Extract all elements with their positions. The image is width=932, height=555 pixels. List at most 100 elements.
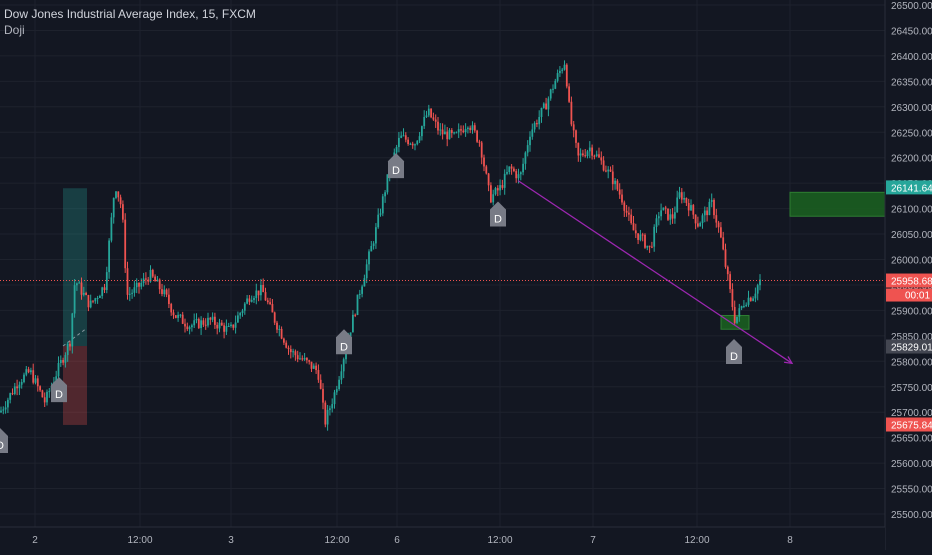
candle-body	[473, 125, 476, 131]
candle-body	[614, 180, 616, 185]
candle-body	[39, 386, 41, 391]
doji-marker[interactable]	[726, 338, 742, 364]
candle-body	[207, 317, 209, 326]
candle-body	[404, 135, 407, 140]
candle-body	[315, 365, 317, 371]
candle-body	[533, 123, 536, 130]
candle-body	[446, 131, 449, 140]
candle-body	[200, 320, 202, 329]
doji-marker[interactable]	[336, 329, 352, 355]
green-zone-rectangle[interactable]	[789, 191, 887, 217]
candle-body	[149, 269, 152, 282]
candle-body	[172, 312, 175, 316]
position-target-zone[interactable]	[63, 188, 87, 347]
price-tag-level-2-bg	[886, 339, 932, 354]
candle-body	[48, 391, 51, 393]
candle-body	[439, 129, 442, 131]
price-tick-label: 26400.00	[891, 52, 932, 63]
candle-body	[372, 243, 375, 247]
candle-body	[687, 202, 690, 211]
candle-body	[591, 147, 593, 156]
doji-marker[interactable]	[490, 201, 506, 227]
candle-body	[105, 272, 108, 291]
candle-body	[262, 284, 265, 293]
candle-body	[418, 136, 421, 141]
candle-body	[565, 64, 568, 87]
candle-body	[651, 246, 653, 248]
candle-body	[89, 300, 92, 308]
candle-body	[349, 332, 352, 339]
candle-body	[538, 116, 541, 125]
candle-body	[78, 282, 81, 284]
candle-body	[232, 324, 235, 328]
countdown-label: 00:01	[905, 291, 930, 302]
candle-body	[701, 215, 704, 223]
candle-body	[85, 292, 87, 295]
candle-body	[568, 86, 570, 102]
candle-body	[407, 139, 409, 145]
candle-body	[16, 386, 18, 389]
symbol-title[interactable]: Dow Jones Industrial Average Index, 15, …	[4, 7, 256, 21]
candle-body	[179, 314, 182, 316]
candle-body	[425, 115, 428, 118]
candle-body	[669, 214, 672, 220]
candle-body	[506, 172, 508, 174]
candle-body	[690, 205, 692, 211]
candle-body	[165, 289, 168, 295]
candle-body	[41, 390, 44, 398]
candle-body	[287, 347, 290, 350]
candle-body	[319, 379, 322, 389]
candle-body	[540, 107, 543, 117]
doji-marker[interactable]	[51, 377, 67, 403]
time-tick-label: 8	[787, 535, 793, 546]
candle-body	[310, 361, 313, 369]
candle-body	[409, 143, 412, 145]
candle-body	[375, 227, 377, 244]
candle-body	[211, 316, 214, 320]
candle-body	[43, 397, 46, 403]
time-axis[interactable]	[0, 527, 885, 550]
candle-body	[191, 325, 193, 328]
candle-body	[582, 153, 584, 156]
candle-body	[170, 303, 173, 313]
price-tick-label: 26250.00	[891, 128, 932, 139]
candle-body	[377, 214, 380, 228]
time-tick-label: 12:00	[127, 535, 152, 546]
candle-body	[280, 328, 283, 339]
candle-body	[69, 343, 71, 347]
candle-body	[370, 246, 373, 252]
candle-body	[745, 304, 748, 307]
candle-body	[448, 130, 451, 140]
price-tick-label: 26050.00	[891, 230, 932, 241]
indicator-name[interactable]: Doji	[4, 23, 25, 37]
candle-body	[605, 170, 607, 172]
chart-legend: Dow Jones Industrial Average Index, 15, …	[4, 6, 256, 38]
candle-body	[588, 147, 591, 152]
candle-body	[324, 402, 327, 425]
candle-body	[561, 69, 564, 71]
candle-body	[490, 185, 492, 203]
candle-body	[586, 151, 589, 157]
doji-marker[interactable]	[388, 153, 404, 179]
candle-body	[184, 323, 186, 327]
candle-body	[161, 289, 163, 295]
trendline[interactable]	[517, 180, 793, 364]
doji-marker[interactable]	[0, 428, 8, 454]
candle-body	[326, 409, 329, 425]
candle-body	[759, 279, 761, 286]
candle-body	[414, 144, 416, 146]
candle-body	[299, 358, 301, 360]
candle-body	[329, 408, 331, 410]
candle-body	[239, 313, 242, 316]
candle-body	[671, 214, 674, 219]
time-tick-label: 7	[590, 535, 596, 546]
candle-body	[699, 222, 702, 227]
candle-body	[708, 201, 711, 216]
candle-body	[480, 142, 483, 158]
candle-body	[188, 327, 191, 330]
candle-body	[694, 214, 697, 224]
time-tick-label: 12:00	[684, 535, 709, 546]
candle-body	[365, 264, 368, 279]
